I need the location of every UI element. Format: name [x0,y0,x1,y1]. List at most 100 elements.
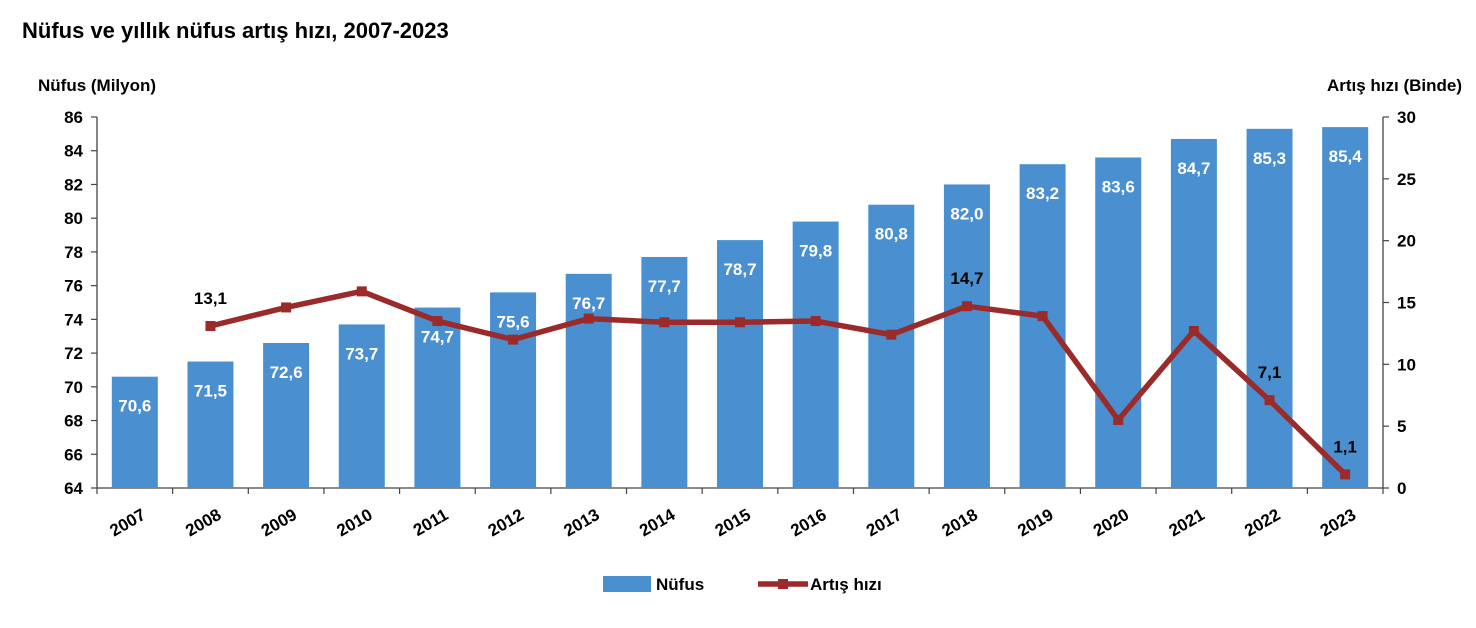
left-tick-label: 72 [64,344,83,363]
bar-nufus [414,307,461,488]
x-tick-label: 2020 [1090,505,1132,540]
x-tick-label: 2016 [787,505,829,540]
line-artis-hizi [209,288,1348,477]
right-axis-label: Artış hızı (Binde) [1327,76,1462,95]
bar-nufus [1095,157,1142,489]
left-tick-label: 64 [64,479,83,498]
right-tick-label: 15 [1397,294,1416,313]
left-tick-label: 66 [64,445,83,464]
bar-nufus [792,221,839,488]
x-tick-label: 2019 [1014,505,1056,540]
x-tick-label: 2011 [410,505,451,540]
line-point-marker [508,334,519,345]
left-axis-label: Nüfus (Milyon) [38,76,156,95]
right-tick-label: 0 [1397,479,1406,498]
line-point-marker [1188,325,1199,336]
bar-value-label: 85,4 [1329,147,1363,166]
x-tick-label: 2010 [334,505,376,540]
bar-nufus [641,256,688,488]
right-tick-label: 20 [1397,232,1416,251]
right-tick-label: 5 [1397,417,1406,436]
bar-value-label: 84,7 [1177,159,1210,178]
left-tick-label: 82 [64,175,83,194]
chart-title: Nüfus ve yıllık nüfus artış hızı, 2007-2… [22,18,449,43]
x-tick-label: 2012 [485,505,527,540]
left-tick-label: 76 [64,277,83,296]
bar-nufus [1322,127,1369,489]
line-point-marker [356,286,367,297]
bar-nufus [338,324,385,488]
bar-value-label: 79,8 [799,242,832,261]
legend-swatch-nufus [603,576,651,592]
line-point-marker [886,329,897,340]
line-point-marker [281,302,292,313]
line-value-label: 13,1 [194,289,227,308]
bar-value-label: 85,3 [1253,149,1286,168]
line-point-marker [810,316,821,327]
x-tick-label: 2014 [636,505,679,541]
line-point-marker [1113,414,1124,425]
x-tick-label: 2017 [863,505,905,540]
bar-value-label: 70,6 [118,397,151,416]
legend-label-nufus: Nüfus [656,575,704,594]
line-value-label: 7,1 [1258,363,1282,382]
left-tick-label: 74 [64,310,83,329]
line-point-marker [1340,469,1351,480]
right-tick-label: 30 [1397,108,1416,127]
bar-nufus [490,292,537,488]
bar-nufus [263,342,310,488]
right-tick-label: 25 [1397,170,1416,189]
line-value-label: 1,1 [1333,437,1357,456]
line-point-marker [1264,395,1275,406]
legend-label-artis: Artış hızı [810,575,882,594]
left-tick-label: 70 [64,378,83,397]
line-point-marker [961,301,972,312]
left-tick-label: 86 [64,108,83,127]
bar-value-label: 82,0 [950,204,983,223]
bar-nufus [187,361,234,488]
x-tick-label: 2018 [939,505,981,540]
x-tick-label: 2021 [1166,505,1208,540]
line-point-marker [205,320,216,331]
bar-nufus [1170,138,1217,488]
left-tick-label: 80 [64,209,83,228]
bar-value-label: 71,5 [194,382,227,401]
line-point-marker [735,317,745,328]
right-tick-label: 10 [1397,355,1416,374]
bar-value-label: 77,7 [648,277,681,296]
bar-nufus [868,204,915,488]
bar-nufus [1246,128,1293,488]
bar-nufus [943,184,990,489]
left-tick-label: 68 [64,412,83,431]
line-point-marker [659,317,670,328]
bar-value-label: 83,6 [1102,177,1135,196]
x-tick-label: 2023 [1317,505,1359,540]
bar-value-label: 75,6 [497,312,530,331]
line-point-marker [432,316,443,327]
bar-value-label: 73,7 [345,344,378,363]
bar-value-label: 76,7 [572,294,605,313]
bar-value-label: 78,7 [723,260,756,279]
x-tick-label: 2007 [107,505,149,540]
x-tick-label: 2022 [1241,505,1283,540]
bar-nufus [565,273,612,488]
bar-nufus [1019,164,1066,488]
x-tick-label: 2015 [712,505,754,540]
line-point-marker [583,313,594,324]
bar-value-label: 83,2 [1026,184,1059,203]
bar-value-label: 74,7 [421,328,454,347]
left-tick-label: 78 [64,243,83,262]
line-value-label: 14,7 [950,269,983,288]
x-tick-label: 2013 [560,505,602,540]
bar-value-label: 72,6 [270,363,303,382]
x-tick-label: 2008 [182,505,224,540]
legend-swatch-marker [778,579,788,589]
line-point-marker [1037,311,1048,322]
bar-nufus [111,376,158,488]
bar-value-label: 80,8 [875,225,908,244]
x-tick-label: 2009 [258,505,300,540]
left-tick-label: 84 [64,142,83,161]
bar-nufus [717,240,763,488]
